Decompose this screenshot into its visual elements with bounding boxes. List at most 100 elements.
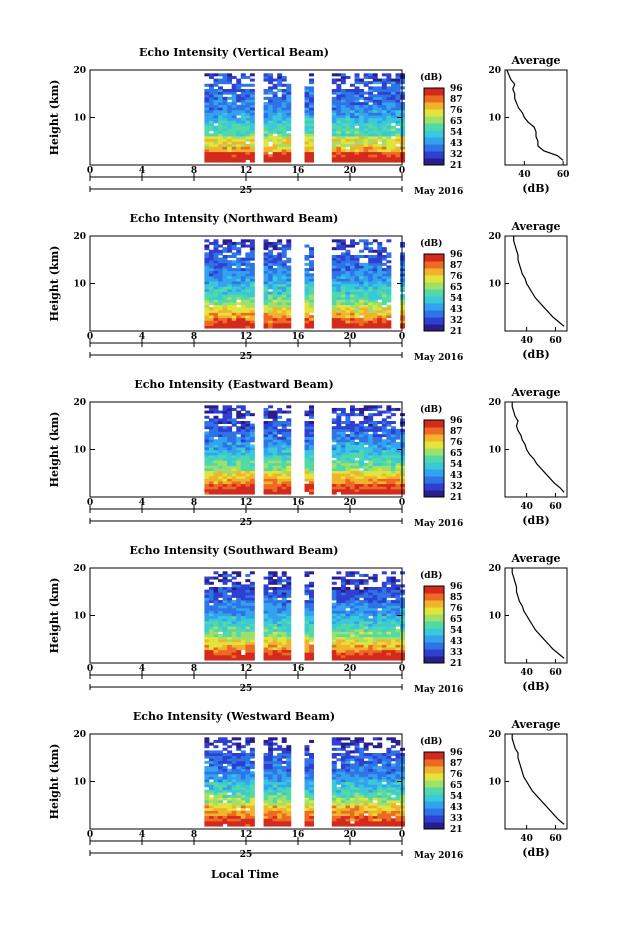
heatmap-cell bbox=[340, 587, 346, 591]
heatmap-cell bbox=[345, 120, 351, 124]
heatmap-cell bbox=[340, 639, 346, 643]
heatmap-cell bbox=[268, 760, 274, 764]
heatmap-cell bbox=[381, 125, 387, 129]
heatmap-cell bbox=[286, 602, 292, 606]
heatmap-cell bbox=[395, 478, 401, 482]
heatmap-cell bbox=[304, 488, 310, 492]
heatmap-cell bbox=[240, 483, 246, 487]
heatmap-cell bbox=[208, 102, 214, 106]
heatmap-cell bbox=[268, 771, 274, 775]
heatmap-cell bbox=[281, 423, 287, 427]
heatmap-cell bbox=[400, 473, 405, 477]
heatmap-cell bbox=[231, 273, 237, 277]
heatmap-cell bbox=[263, 794, 269, 798]
heatmap-cell bbox=[336, 291, 342, 295]
heatmap-cell bbox=[204, 268, 210, 272]
heatmap-cell bbox=[213, 460, 219, 464]
heatmap-cell bbox=[363, 104, 369, 108]
heatmap-cell bbox=[222, 607, 228, 611]
heatmap-cell bbox=[245, 594, 251, 598]
heatmap-cell bbox=[386, 594, 392, 598]
heatmap-cell bbox=[400, 631, 405, 635]
heatmap-cell bbox=[227, 647, 233, 651]
heatmap-cell bbox=[395, 618, 401, 622]
heatmap-cell bbox=[268, 753, 274, 757]
heatmap-cell bbox=[281, 620, 287, 624]
heatmap-cell bbox=[231, 649, 237, 653]
heatmap-cell bbox=[231, 457, 237, 461]
heatmap-cell bbox=[354, 283, 360, 287]
heatmap-cell bbox=[304, 766, 310, 770]
heatmap-cell bbox=[304, 623, 310, 627]
heatmap-cell bbox=[245, 133, 251, 137]
heatmap-cell bbox=[286, 473, 292, 477]
heatmap-cell bbox=[386, 94, 392, 98]
heatmap-cell bbox=[331, 576, 337, 580]
heatmap-cell bbox=[204, 652, 210, 656]
y-axis-label: Height (km) bbox=[48, 80, 61, 156]
heatmap-cell bbox=[227, 109, 233, 113]
heatmap-cell bbox=[222, 136, 228, 140]
heatmap-cell bbox=[377, 428, 383, 432]
colorbar-swatch bbox=[424, 158, 444, 166]
heatmap-cell bbox=[231, 262, 237, 266]
heatmap-cell bbox=[386, 73, 392, 77]
heatmap-cell bbox=[354, 587, 360, 591]
heatmap-cell bbox=[218, 122, 223, 126]
heatmap-cell bbox=[359, 573, 365, 577]
heatmap-cell bbox=[354, 86, 360, 90]
profile-title: Average bbox=[510, 54, 560, 67]
heatmap-cell bbox=[354, 291, 360, 295]
heatmap-cell bbox=[268, 244, 274, 248]
heatmap-cell bbox=[208, 439, 214, 443]
heatmap-cell bbox=[286, 607, 292, 611]
profile-title: Average bbox=[510, 220, 560, 233]
heatmap-cell bbox=[390, 413, 396, 417]
heatmap-cell bbox=[268, 605, 274, 609]
heatmap-cell bbox=[272, 410, 278, 414]
heatmap-cell bbox=[359, 136, 365, 140]
heatmap-cell bbox=[272, 452, 278, 456]
heatmap-cell bbox=[249, 623, 255, 627]
heatmap-cell bbox=[218, 151, 223, 155]
heatmap-cell bbox=[354, 78, 360, 82]
heatmap-cell bbox=[377, 447, 383, 451]
heatmap-cell bbox=[213, 410, 219, 414]
heatmap-cell bbox=[340, 104, 346, 108]
heatmap-cell bbox=[400, 322, 405, 326]
heatmap-cell bbox=[340, 454, 346, 458]
heatmap-cell bbox=[245, 96, 251, 100]
heatmap-cell bbox=[372, 104, 378, 108]
heatmap-cell bbox=[350, 262, 355, 266]
heatmap-cell bbox=[368, 452, 374, 456]
x-tick-label: 4 bbox=[139, 332, 145, 342]
heatmap-cell bbox=[363, 436, 369, 440]
heatmap-cell bbox=[218, 312, 223, 316]
heatmap-cell bbox=[304, 149, 310, 153]
heatmap-cell bbox=[240, 91, 246, 95]
heatmap-cell bbox=[281, 273, 287, 277]
heatmap-cell bbox=[331, 141, 337, 145]
heatmap-cell bbox=[245, 481, 251, 485]
heatmap-cell bbox=[368, 146, 374, 150]
heatmap-cell bbox=[245, 589, 251, 593]
heatmap-cell bbox=[386, 117, 392, 121]
heatmap-cell bbox=[263, 784, 269, 788]
heatmap-cell bbox=[204, 426, 210, 430]
heatmap-cell bbox=[377, 454, 383, 458]
heatmap-cell bbox=[363, 302, 369, 306]
heatmap-cell bbox=[381, 581, 387, 585]
heatmap-cell bbox=[245, 573, 251, 577]
heatmap-cell bbox=[350, 657, 355, 661]
heatmap-cell bbox=[277, 771, 283, 775]
heatmap-cell bbox=[231, 291, 237, 295]
heatmap-cell bbox=[249, 810, 255, 814]
heatmap-cell bbox=[240, 597, 246, 601]
heatmap-cell bbox=[268, 473, 274, 477]
heatmap-cell bbox=[222, 820, 228, 824]
heatmap-cell bbox=[222, 786, 228, 790]
heatmap-cell bbox=[281, 283, 287, 287]
heatmap-cell bbox=[263, 654, 269, 658]
heatmap-cell bbox=[377, 156, 383, 160]
heatmap-cell bbox=[204, 444, 210, 448]
